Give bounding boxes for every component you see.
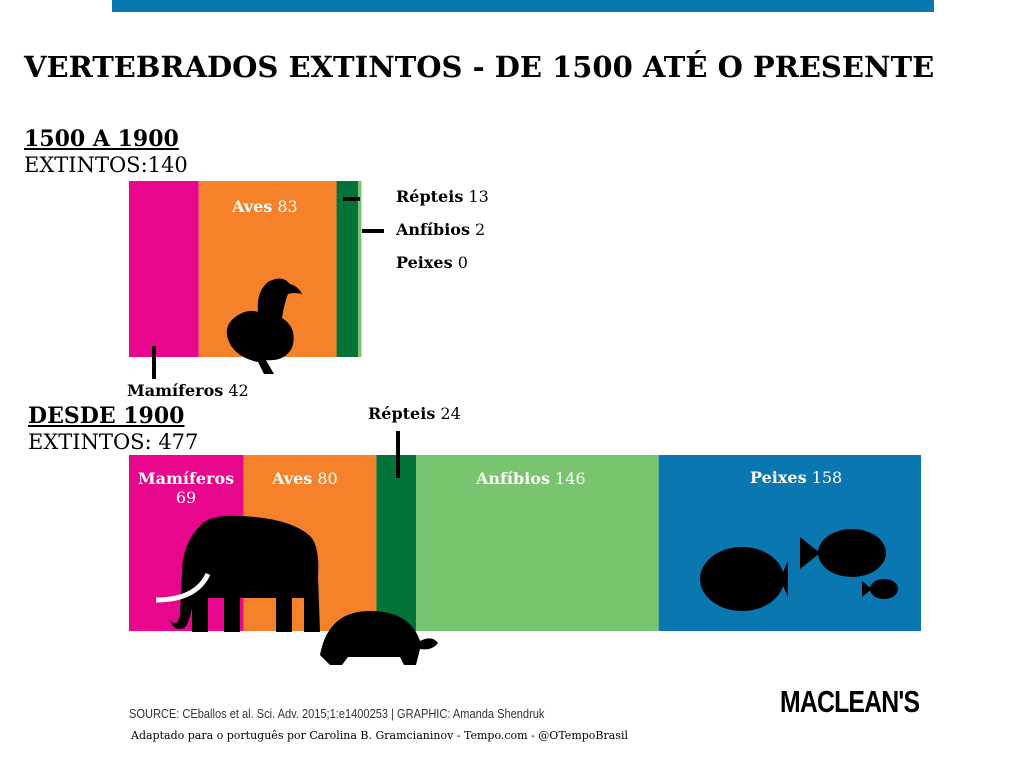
group2-total: EXTINTOS: 477 [28,430,199,454]
group1-heading: 1500 A 1900 [24,126,179,152]
label-aves-1: Aves 83 [232,197,298,216]
fish-tail [862,581,872,597]
label-anfibios-1: Anfíbios 2 [396,220,486,239]
label-mamiferos-2: Mamíferos 69 [137,469,235,507]
adaptation-credit: Adaptado para o português por Carolina B… [131,729,628,742]
dodo-icon [226,278,302,374]
bar-anfibios-2 [416,455,659,631]
page-title: VERTEBRADOS EXTINTOS - DE 1500 ATÉ O PRE… [24,50,935,84]
fish-icon [818,529,886,577]
label-repteis-2: Répteis 24 [368,404,461,423]
fish-tail [800,537,820,569]
label-mamiferos-1: Mamíferos 42 [127,381,249,400]
label-peixes-1: Peixes 0 [396,253,468,272]
bar-repteis-1 [336,181,359,357]
top-bar [112,0,934,12]
elephant-icon [170,515,320,632]
fish-tail [780,561,788,597]
label-peixes-2: Peixes 158 [750,468,843,487]
bar-mamiferos-1 [129,181,199,357]
bar-repteis-2 [376,455,417,631]
elephant-tusk [155,572,211,603]
fish-icon [700,547,784,611]
leader-line [396,431,400,478]
bar-anfibios-1 [358,181,362,357]
leader-line [152,346,156,379]
group1-total: EXTINTOS:140 [24,153,188,177]
leader-line [343,197,360,201]
turtle-icon [320,611,438,665]
label-aves-2: Aves 80 [272,469,338,488]
label-anfibios-2: Anfíbios 146 [476,469,586,488]
leader-line [362,229,384,233]
group2-heading: DESDE 1900 [28,403,185,429]
macleans-logo: MACLEAN'S [780,684,920,719]
source-credit: SOURCE: CEballos et al. Sci. Adv. 2015;1… [129,706,545,721]
label-repteis-1: Répteis 13 [396,187,489,206]
fish-icon [870,579,898,599]
